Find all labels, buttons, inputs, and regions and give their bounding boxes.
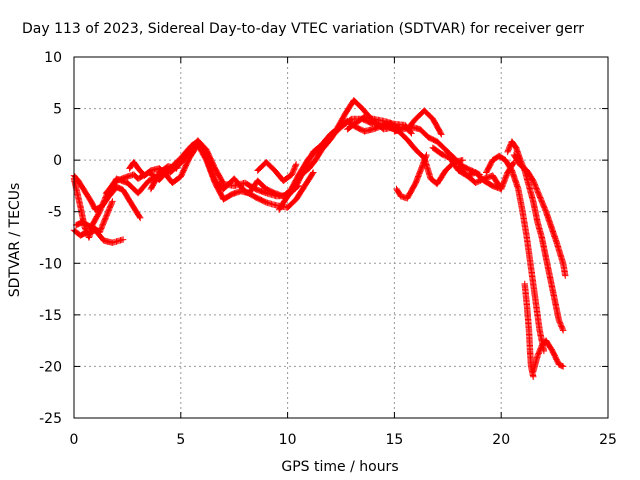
x-tick-label: 10 [279,432,297,448]
data-series-track-21 [510,151,569,279]
y-tick-label: -25 [39,411,62,427]
y-tick-label: -10 [39,256,62,272]
y-tick-label: -5 [48,205,62,221]
axis-ticks: 0 5 10 15 20 25 -25 -20 -15 -10 -5 0 5 10 [39,50,617,448]
x-tick-label: 0 [70,432,79,448]
y-tick-label: 0 [53,153,62,169]
plot-frame [73,56,609,419]
x-axis-label: GPS time / hours [281,459,398,475]
data-series-track-7 [147,156,184,193]
data-series-track-17 [393,151,430,202]
y-tick-label: 10 [44,50,62,66]
data-marker-path [510,151,569,279]
data-series-track-15 [404,107,445,138]
x-tick-label: 15 [385,432,403,448]
data-marker-path [254,159,300,184]
y-axis-label: SDTVAR / TECUs [7,183,23,298]
data-marker-path [483,152,548,355]
data-series-track-19 [483,152,548,355]
data-marker-path [530,337,567,375]
x-tick-label: 25 [599,432,617,448]
data-marker-path [404,107,445,138]
y-tick-label: -20 [39,359,62,375]
data-series-track-8 [254,159,300,184]
x-tick-label: 20 [492,432,510,448]
x-tick-label: 5 [176,432,185,448]
chart-title: Day 113 of 2023, Sidereal Day-to-day VTE… [22,21,584,37]
data-marker-path [147,156,184,193]
y-tick-label: -15 [39,308,62,324]
data-series-track-23 [530,337,567,375]
data-marker-path [393,151,430,202]
y-tick-label: 5 [53,102,62,118]
